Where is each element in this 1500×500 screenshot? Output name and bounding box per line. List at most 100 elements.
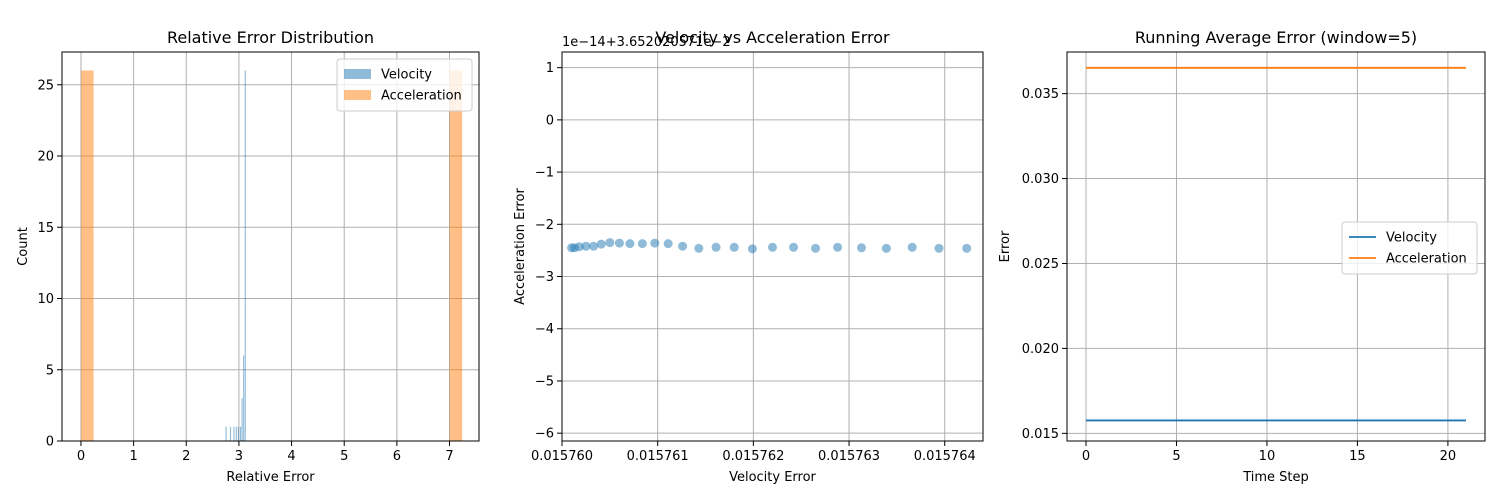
legend-frame bbox=[1341, 221, 1478, 275]
scatter-point bbox=[856, 243, 866, 253]
bar-acceleration bbox=[449, 70, 463, 442]
bar-velocity bbox=[235, 426, 237, 441]
bar-velocity bbox=[243, 355, 245, 441]
x-tick-label: 6 bbox=[393, 449, 401, 464]
x-tick-label: 10 bbox=[1259, 449, 1276, 464]
x-tick-label: 0.015762 bbox=[722, 449, 784, 464]
scatter-point bbox=[789, 242, 799, 252]
x-tick-label: 0.015763 bbox=[818, 449, 880, 464]
scatter-point bbox=[711, 242, 721, 252]
scatter-point bbox=[747, 244, 757, 254]
y-tick-label: 0 bbox=[546, 113, 554, 128]
legend-label: Acceleration bbox=[1386, 252, 1467, 267]
bar-velocity bbox=[244, 70, 246, 442]
y-axis-label: Count bbox=[16, 227, 31, 266]
histogram-bars bbox=[80, 70, 463, 442]
scatter-point bbox=[637, 239, 647, 249]
y-tick-label: −5 bbox=[535, 374, 554, 389]
bar-velocity bbox=[237, 426, 239, 441]
scatter-point bbox=[605, 238, 615, 248]
y-tick-label: 1 bbox=[546, 61, 554, 76]
scatter-point bbox=[574, 242, 584, 252]
y-axis-label: Error bbox=[998, 230, 1013, 262]
x-tick-label: 4 bbox=[287, 449, 295, 464]
axes-frame-2: 0.015760 0.015761 0.015762 0.015763 0.015764… bbox=[531, 28, 984, 485]
scatter-point bbox=[650, 238, 660, 248]
y-tick-label: 0.020 bbox=[1022, 342, 1059, 357]
y-tick-label: 10 bbox=[37, 292, 54, 307]
scatter-point bbox=[729, 242, 739, 252]
axes-spine bbox=[61, 51, 480, 442]
y-tick-label: 0.025 bbox=[1022, 257, 1059, 272]
y-tick-label: −6 bbox=[535, 427, 554, 442]
x-tick-label: 7 bbox=[445, 449, 453, 464]
x-tick-label: 0 bbox=[1082, 449, 1090, 464]
y-tick-label: 0.030 bbox=[1022, 172, 1059, 187]
scatter-point bbox=[581, 241, 591, 251]
scatter-point bbox=[881, 243, 891, 253]
x-axis-label: Time Step bbox=[1242, 470, 1309, 485]
y-tick-label: 5 bbox=[46, 363, 54, 378]
axes-frame-3: 0 5 10 15 20 0.015 0.020 0.025 0.030 0.035 Running… bbox=[1022, 28, 1486, 485]
legend-swatch bbox=[344, 90, 371, 100]
y-offset-text: 1e−14+3.652020571e−2 bbox=[562, 35, 731, 50]
y-tick-label: 0.035 bbox=[1022, 87, 1059, 102]
chart-title: Running Average Error (window=5) bbox=[1135, 28, 1417, 47]
x-tick-label: 0.015764 bbox=[914, 449, 976, 464]
scatter-point bbox=[811, 243, 821, 253]
chart-title: Velocity vs Acceleration Error bbox=[655, 28, 890, 47]
scatter-point bbox=[962, 243, 972, 253]
x-axis-label: Velocity Error bbox=[729, 470, 816, 485]
scatter-point bbox=[934, 243, 944, 253]
axes-spine bbox=[561, 51, 984, 442]
scatter-point bbox=[663, 239, 673, 249]
axes-frame-1: 0 1 2 3 4 5 6 7 0 5 10 15 20 25 Relative Error Distrib… bbox=[37, 28, 480, 485]
bar-velocity bbox=[239, 426, 242, 441]
chart-title: Relative Error Distribution bbox=[167, 28, 374, 47]
x-axis-label: Relative Error bbox=[226, 470, 315, 485]
x-tick-label: 3 bbox=[235, 449, 243, 464]
bar-velocity bbox=[241, 398, 243, 441]
y-tick-label: 0 bbox=[46, 435, 54, 450]
scatter-point bbox=[678, 241, 688, 251]
y-tick-label: −1 bbox=[535, 166, 554, 181]
bar-acceleration bbox=[80, 70, 94, 442]
legend-label: Velocity bbox=[1386, 231, 1437, 246]
x-tick-label: 5 bbox=[1172, 449, 1180, 464]
legend-label: Acceleration bbox=[381, 89, 462, 104]
x-tick-label: 5 bbox=[340, 449, 348, 464]
scatter-point bbox=[625, 239, 635, 249]
scatter-point bbox=[768, 242, 777, 252]
x-tick-label: 20 bbox=[1440, 449, 1457, 464]
scatter-point bbox=[907, 242, 917, 252]
y-tick-label: 20 bbox=[37, 150, 54, 165]
scatter-point bbox=[833, 242, 843, 252]
y-tick-label: −3 bbox=[535, 270, 554, 285]
y-tick-label: 25 bbox=[37, 78, 54, 93]
y-tick-label: 15 bbox=[37, 221, 54, 236]
y-tick-label: −4 bbox=[535, 322, 554, 337]
x-tick-label: 0.015760 bbox=[531, 449, 593, 464]
x-tick-label: 0.015761 bbox=[627, 449, 689, 464]
legend-label: Velocity bbox=[381, 68, 432, 83]
y-axis-label: Acceleration Error bbox=[513, 188, 528, 305]
bar-velocity bbox=[233, 426, 235, 441]
scatter-points bbox=[567, 238, 972, 254]
y-tick-label: −2 bbox=[535, 218, 554, 233]
legend: Velocity Acceleration bbox=[336, 58, 473, 112]
legend: Velocity Acceleration bbox=[1341, 221, 1478, 275]
legend-swatch bbox=[344, 69, 371, 79]
y-tick-label: 0.015 bbox=[1022, 427, 1059, 442]
scatter-point bbox=[694, 243, 704, 253]
line-series bbox=[1086, 66, 1466, 422]
x-tick-label: 2 bbox=[182, 449, 190, 464]
axes-spine bbox=[1066, 51, 1486, 442]
scatter-point bbox=[589, 241, 599, 251]
scatter-point bbox=[596, 239, 606, 249]
bar-velocity bbox=[229, 426, 232, 441]
x-tick-label: 0 bbox=[77, 449, 85, 464]
bar-velocity bbox=[225, 426, 227, 441]
x-tick-label: 15 bbox=[1349, 449, 1366, 464]
scatter-point bbox=[614, 238, 624, 248]
